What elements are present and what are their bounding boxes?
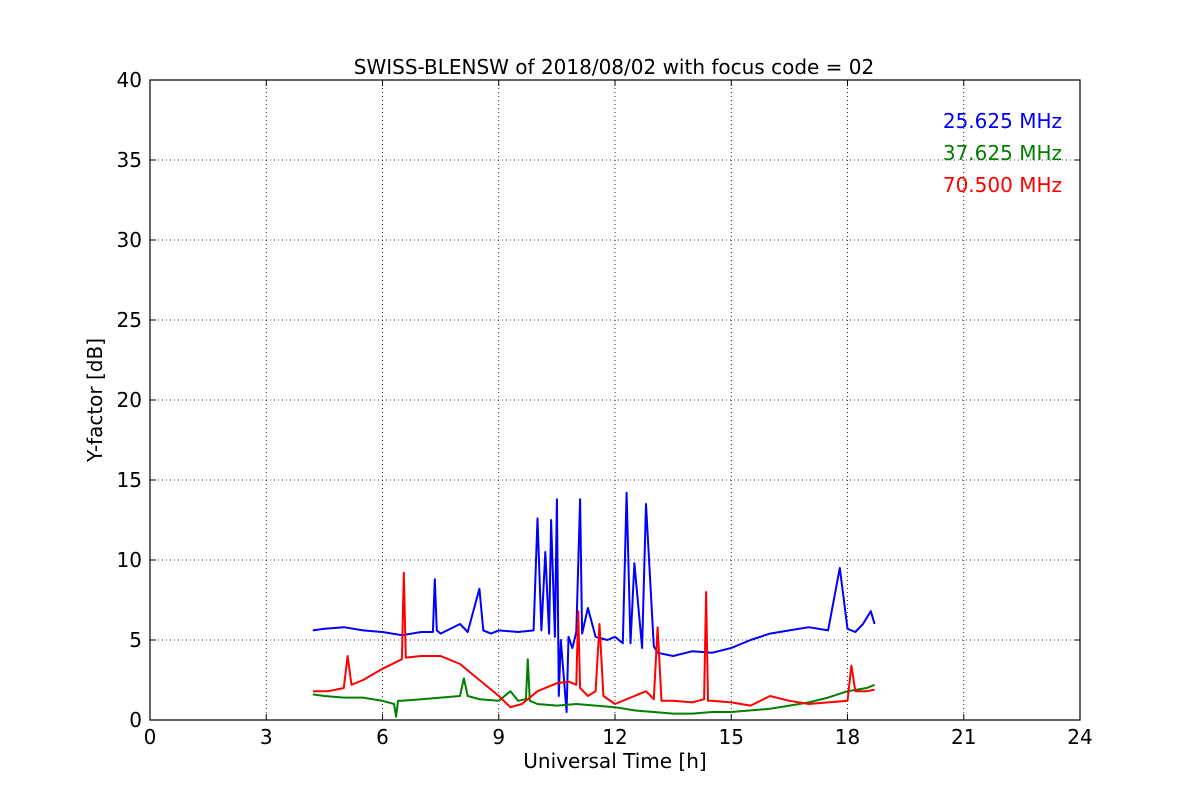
chart-title: SWISS-BLENSW of 2018/08/02 with focus co… [354, 55, 875, 79]
y-tick-label: 40 [117, 68, 142, 92]
x-axis-label: Universal Time [h] [523, 749, 706, 773]
y-tick-label: 5 [129, 628, 142, 652]
x-tick-label: 6 [376, 725, 389, 749]
y-tick-label: 20 [117, 388, 142, 412]
x-tick-label: 18 [835, 725, 860, 749]
series-line-37-625-mhz [312, 658, 875, 718]
y-axis-label: Y-factor [dB] [83, 338, 107, 463]
x-tick-label: 24 [1067, 725, 1092, 749]
y-tick-label: 0 [129, 708, 142, 732]
x-tick-label: 21 [951, 725, 976, 749]
x-tick-label: 3 [260, 725, 273, 749]
legend: 25.625 MHz 37.625 MHz 70.500 MHz [943, 109, 1062, 197]
y-axis: 0 5 10 15 20 25 30 35 40 [117, 68, 1080, 732]
x-axis: 0 3 6 9 12 15 18 21 24 [144, 80, 1093, 749]
series-line-70-500-mhz [312, 571, 875, 709]
plot-area [312, 491, 876, 718]
y-tick-label: 25 [117, 308, 142, 332]
legend-entry: 25.625 MHz [943, 109, 1062, 133]
y-tick-label: 35 [117, 148, 142, 172]
y-tick-label: 30 [117, 228, 142, 252]
x-tick-label: 0 [144, 725, 157, 749]
y-tick-label: 15 [117, 468, 142, 492]
x-tick-label: 15 [719, 725, 744, 749]
x-tick-label: 12 [602, 725, 627, 749]
legend-entry: 37.625 MHz [943, 141, 1062, 165]
y-tick-label: 10 [117, 548, 142, 572]
x-tick-label: 9 [492, 725, 505, 749]
series-line-25-625-mhz [312, 491, 876, 713]
legend-entry: 70.500 MHz [943, 173, 1062, 197]
grid [150, 80, 1080, 720]
